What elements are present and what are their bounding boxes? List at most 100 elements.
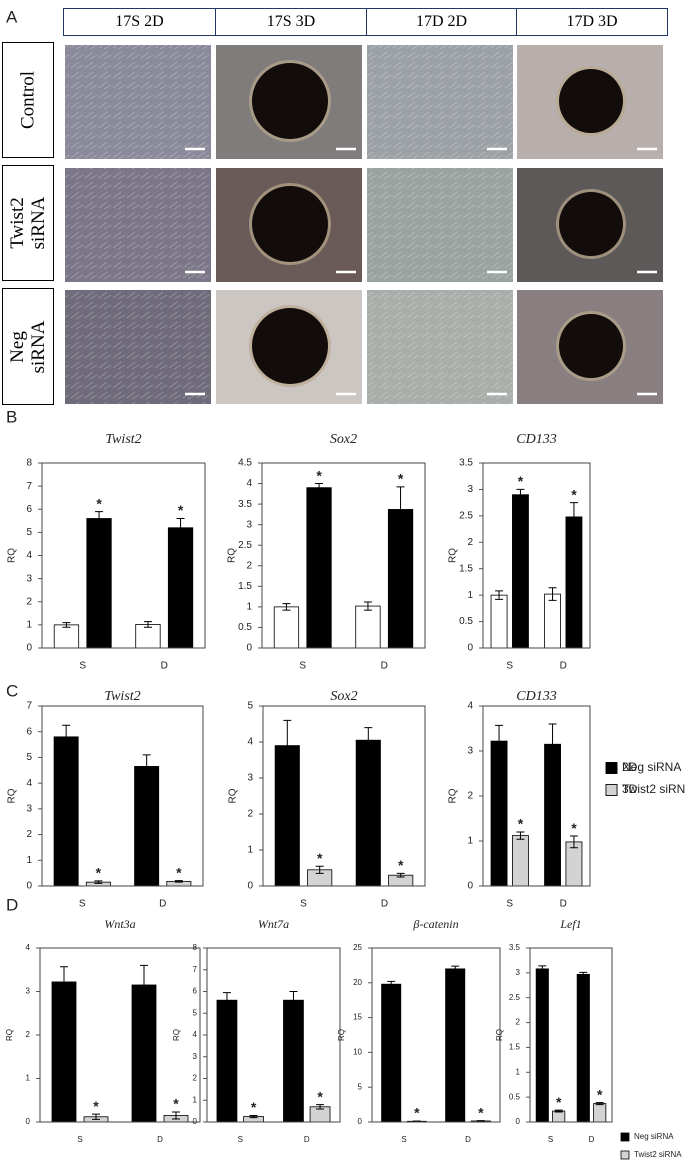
y-tick-label: 5 — [247, 701, 253, 712]
bar — [535, 968, 549, 1123]
legend-label: Twist2 siRNA — [622, 782, 685, 796]
chart-title: CD133 — [516, 432, 556, 447]
y-tick-label: 2 — [193, 1074, 198, 1083]
y-tick-label: 15 — [353, 1013, 362, 1022]
x-tick-label: S — [548, 1135, 553, 1144]
y-tick-label: 7 — [193, 965, 198, 974]
y-tick-label: 2.5 — [459, 510, 473, 521]
y-tick-label: 1 — [467, 836, 473, 847]
y-tick-label: 2 — [467, 537, 473, 548]
error-bar — [476, 1120, 485, 1122]
y-tick-label: 1 — [247, 845, 253, 856]
bar — [306, 487, 332, 649]
error-bar — [538, 965, 547, 973]
legend-swatch — [620, 1132, 630, 1142]
error-bar — [62, 724, 71, 749]
y-tick-label: 2 — [26, 596, 32, 607]
spheroid — [559, 314, 623, 378]
bar — [512, 494, 529, 649]
y-tick-label: 25 — [353, 943, 362, 952]
panel-label: B — [6, 407, 17, 426]
spheroid — [559, 69, 623, 133]
error-bar — [62, 622, 71, 628]
y-tick-label: 3 — [246, 519, 252, 530]
chart-title: CD133 — [516, 689, 556, 704]
y-tick-label: 8 — [26, 458, 32, 469]
y-axis-label: RQ — [7, 548, 18, 563]
y-tick-label: 3 — [516, 968, 521, 977]
y-tick-label: 3 — [467, 746, 473, 757]
y-tick-label: 3 — [26, 803, 32, 814]
bar — [512, 835, 529, 887]
x-tick-label: D — [381, 661, 388, 672]
error-bar — [451, 965, 460, 973]
y-tick-label: 2 — [26, 829, 32, 840]
y-tick-label: 1 — [516, 1067, 521, 1076]
error-bar — [315, 865, 324, 874]
y-tick-label: 2 — [467, 791, 473, 802]
y-tick-label: 2 — [247, 809, 253, 820]
y-axis-label: RQ — [228, 788, 239, 803]
y-tick-label: 20 — [353, 978, 362, 987]
y-tick-label: 3 — [467, 484, 473, 495]
legend-label: 2D — [622, 760, 638, 774]
bar — [131, 984, 157, 1123]
bar — [593, 1103, 607, 1123]
significance-mark: * — [478, 1104, 484, 1120]
y-tick-label: 1.5 — [459, 563, 473, 574]
y-tick-label: 1 — [26, 1074, 31, 1083]
significance-mark: * — [414, 1105, 420, 1121]
y-tick-label: 2.5 — [238, 540, 252, 551]
plot-frame — [529, 947, 613, 1123]
bar — [134, 766, 160, 887]
y-tick-label: 5 — [358, 1082, 363, 1091]
bar — [86, 518, 112, 649]
plot-frame — [261, 462, 426, 649]
y-tick-label: 0.5 — [238, 622, 252, 633]
cell-texture — [367, 290, 513, 404]
error-bar — [172, 1111, 180, 1120]
y-tick-label: 1.5 — [509, 1043, 521, 1052]
panel-label: D — [6, 895, 18, 914]
error-bar — [548, 723, 557, 765]
error-bar — [569, 502, 578, 532]
y-tick-label: 1 — [193, 1095, 198, 1104]
bar — [565, 516, 583, 649]
significance-mark: * — [317, 850, 323, 866]
error-bar — [249, 1114, 258, 1119]
row-label: Control — [17, 70, 39, 130]
significance-mark: * — [173, 1096, 179, 1112]
cell-texture — [65, 290, 211, 404]
y-axis-label: RQ — [7, 788, 18, 803]
cell-texture — [367, 45, 513, 159]
y-tick-label: 10 — [353, 1048, 362, 1057]
significance-mark: * — [96, 865, 102, 881]
error-bar — [364, 727, 373, 754]
significance-mark: * — [317, 1088, 323, 1104]
error-bar — [315, 483, 324, 493]
x-tick-label: S — [79, 661, 86, 672]
y-tick-label: 6 — [193, 987, 198, 996]
y-tick-label: 4 — [26, 943, 31, 952]
y-tick-label: 3.5 — [238, 499, 252, 510]
plot-frame — [206, 947, 341, 1123]
error-bar — [283, 719, 292, 772]
x-tick-label: S — [506, 661, 513, 672]
chart-title: Wnt7a — [258, 917, 289, 931]
error-bar — [548, 587, 557, 601]
row-label-box: Neg siRNA — [2, 288, 54, 405]
chart-title: Lef1 — [559, 917, 581, 931]
legend-label: Neg siRNA — [622, 760, 681, 774]
significance-mark: * — [316, 467, 322, 483]
y-tick-label: 5 — [26, 752, 32, 763]
error-bar — [140, 964, 148, 1006]
y-tick-label: 1 — [246, 602, 252, 613]
row-label-box: Twist2 siRNA — [2, 165, 54, 281]
error-bar — [396, 872, 405, 878]
bar — [273, 606, 300, 649]
y-tick-label: 4 — [26, 778, 32, 789]
y-tick-label: 0 — [26, 881, 32, 892]
x-tick-label: D — [560, 899, 567, 910]
x-tick-label: D — [560, 661, 567, 672]
